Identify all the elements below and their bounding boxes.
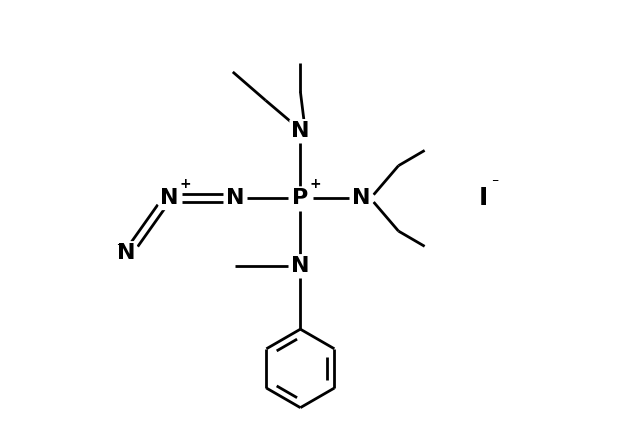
Text: N: N [352,188,371,208]
Text: N: N [291,121,310,141]
Text: ⁻: ⁻ [116,240,124,254]
Text: P: P [292,188,308,208]
Text: N: N [116,243,135,263]
Text: N: N [291,256,310,276]
Text: +: + [310,177,321,191]
Text: ⁻: ⁻ [492,176,499,190]
Text: N: N [226,188,244,208]
Text: I: I [479,186,488,211]
Text: +: + [179,177,191,191]
Text: N: N [161,188,179,208]
